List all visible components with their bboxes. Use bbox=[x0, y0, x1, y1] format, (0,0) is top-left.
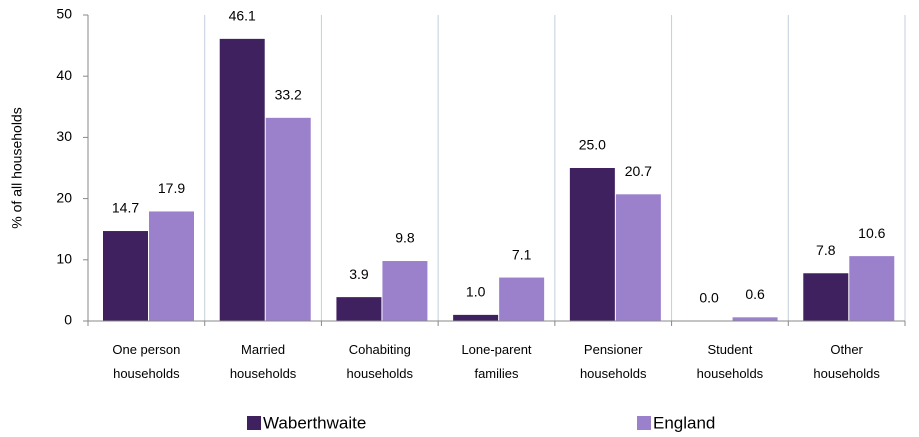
data-label: 0.6 bbox=[745, 286, 765, 302]
legend-label: England bbox=[653, 413, 715, 432]
y-tick-label: 20 bbox=[56, 189, 72, 205]
bar bbox=[569, 168, 615, 321]
bar bbox=[382, 261, 428, 321]
bar bbox=[103, 231, 148, 321]
data-label: 25.0 bbox=[579, 137, 606, 153]
data-label: 3.9 bbox=[349, 266, 369, 282]
bar bbox=[849, 256, 895, 321]
x-tick-label: Lone-parent families bbox=[461, 342, 532, 381]
x-tick-label: Cohabiting households bbox=[346, 342, 414, 381]
data-label: 9.8 bbox=[395, 230, 415, 246]
data-label: 1.0 bbox=[466, 284, 486, 300]
bar bbox=[219, 38, 265, 321]
data-label: 14.7 bbox=[112, 200, 139, 216]
data-label: 33.2 bbox=[275, 87, 302, 103]
data-label: 17.9 bbox=[158, 180, 185, 196]
x-tick-label: Married households bbox=[229, 342, 297, 381]
bar bbox=[149, 211, 194, 321]
data-label: 7.1 bbox=[512, 246, 532, 262]
y-tick-label: 10 bbox=[56, 251, 72, 267]
bar bbox=[265, 117, 311, 321]
data-label: 7.8 bbox=[816, 242, 836, 258]
legend-swatch bbox=[637, 416, 651, 430]
legend-label: Waberthwaite bbox=[263, 413, 366, 432]
x-tick-label: Pensioner households bbox=[579, 342, 647, 381]
bar bbox=[732, 317, 778, 321]
bar bbox=[499, 277, 545, 321]
bar bbox=[615, 194, 661, 321]
data-label: 0.0 bbox=[699, 290, 719, 306]
bar bbox=[336, 297, 382, 321]
x-tick-label: Student households bbox=[696, 342, 764, 381]
y-tick-label: 40 bbox=[56, 67, 72, 83]
x-tick-label: One person households bbox=[112, 342, 181, 381]
bar bbox=[453, 314, 499, 321]
y-tick-label: 50 bbox=[56, 6, 72, 22]
y-tick-label: 0 bbox=[64, 312, 72, 328]
y-tick-label: 30 bbox=[56, 128, 72, 144]
y-axis-label: % of all households bbox=[9, 107, 25, 228]
data-label: 20.7 bbox=[625, 163, 652, 179]
data-label: 10.6 bbox=[858, 225, 885, 241]
data-label: 46.1 bbox=[229, 8, 256, 24]
legend-swatch bbox=[247, 416, 261, 430]
bar bbox=[803, 273, 849, 321]
x-tick-label: Other households bbox=[813, 342, 880, 381]
